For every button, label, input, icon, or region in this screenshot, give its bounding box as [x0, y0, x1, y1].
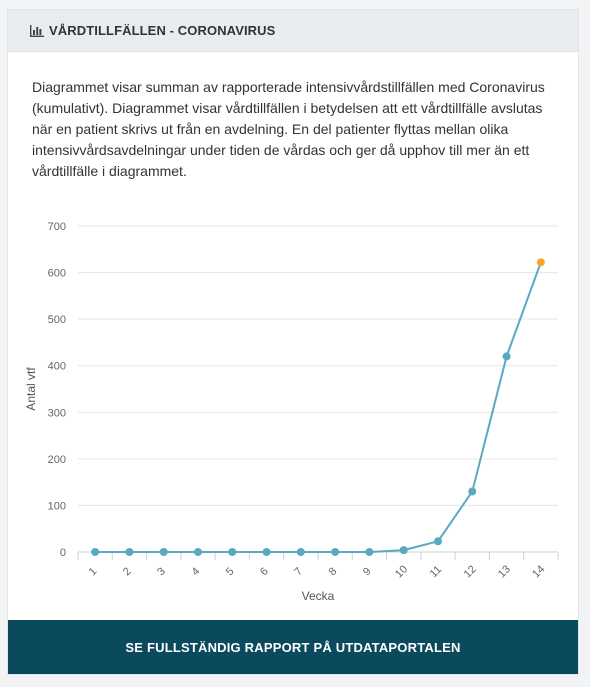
data-point-highlighted[interactable] [536, 258, 545, 267]
x-tick-label: 3 [155, 565, 168, 578]
x-tick-label: 4 [189, 565, 202, 578]
full-report-button[interactable]: SE FULLSTÄNDIG RAPPORT PÅ UTDATAPORTALEN [8, 620, 578, 674]
x-tick-label: 12 [462, 563, 479, 580]
x-tick-label: 9 [361, 565, 374, 578]
data-point[interactable] [296, 548, 305, 556]
data-point[interactable] [434, 537, 442, 546]
x-tick-label: 5 [224, 565, 237, 578]
chart-description: Diagrammet visar summan av rapporterade … [32, 79, 545, 179]
bar-chart-icon [30, 24, 44, 37]
y-axis-title: Antal vtf [24, 367, 38, 411]
x-tick-label: 11 [428, 564, 445, 581]
x-tick-label: 2 [121, 565, 134, 578]
card-header: VÅRDTILLFÄLLEN - CORONAVIRUS [8, 10, 578, 52]
series-line [95, 261, 542, 553]
data-point[interactable] [399, 546, 408, 555]
data-point[interactable] [125, 548, 134, 556]
x-tick-label: 6 [258, 565, 271, 578]
x-tick-label: 13 [496, 563, 513, 580]
x-axis-title: Vecka [302, 589, 335, 603]
x-tick-label: 14 [530, 563, 547, 580]
x-tick-label: 10 [393, 563, 410, 580]
data-point[interactable] [228, 548, 237, 556]
data-point[interactable] [159, 548, 168, 556]
y-tick-label: 300 [48, 407, 66, 419]
data-point[interactable] [194, 548, 202, 556]
chart-card: VÅRDTILLFÄLLEN - CORONAVIRUS Diagrammet … [8, 10, 578, 674]
y-tick-label: 0 [60, 547, 66, 559]
data-point[interactable] [91, 548, 100, 556]
y-tick-label: 400 [48, 361, 66, 373]
x-tick-label: 7 [292, 565, 305, 578]
data-point[interactable] [365, 548, 374, 556]
y-tick-label: 100 [48, 500, 66, 512]
x-tick-label: 1 [87, 565, 100, 578]
data-point[interactable] [331, 548, 340, 556]
card-title: VÅRDTILLFÄLLEN - CORONAVIRUS [49, 23, 276, 38]
y-tick-label: 200 [48, 454, 66, 466]
x-tick-label: 8 [327, 565, 340, 578]
y-tick-label: 700 [48, 221, 66, 233]
data-point[interactable] [502, 352, 511, 361]
data-point[interactable] [262, 548, 271, 556]
y-tick-label: 600 [48, 268, 66, 280]
y-tick-label: 500 [48, 314, 66, 326]
data-point[interactable] [468, 487, 477, 496]
